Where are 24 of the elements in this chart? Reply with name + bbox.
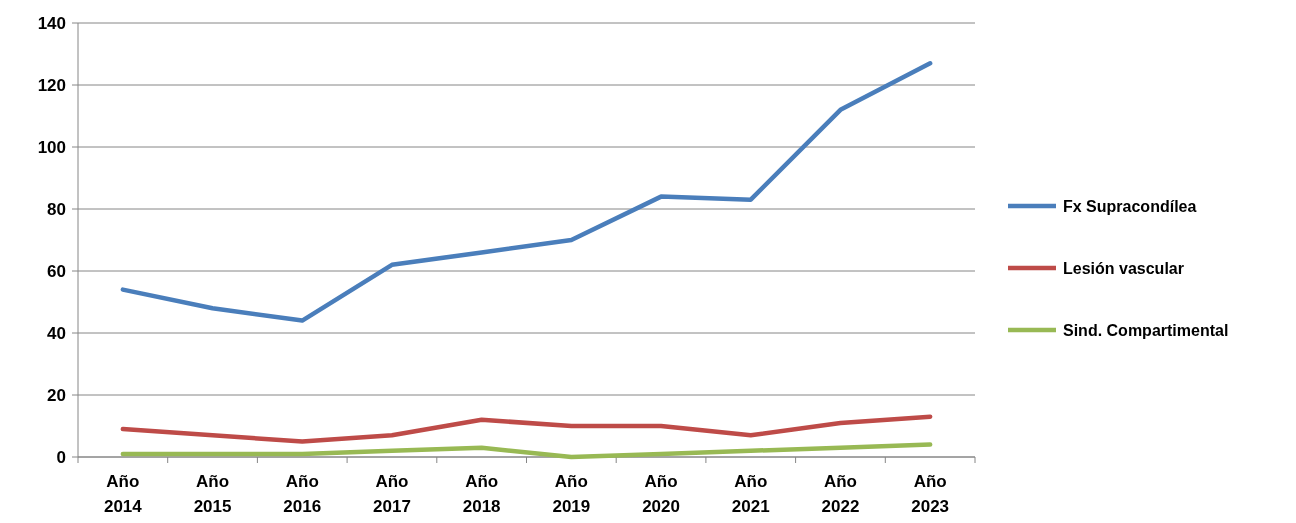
- legend-label: Fx Supracondílea: [1063, 197, 1197, 215]
- legend-label: Sind. Compartimental: [1063, 321, 1229, 339]
- y-tick-label: 20: [47, 385, 66, 405]
- x-tick-label: Año 2020: [642, 472, 680, 516]
- x-tick-label: Año 2019: [552, 472, 591, 516]
- line-series: [120, 414, 933, 444]
- x-tick-label: Año 2015: [193, 472, 232, 516]
- x-tick-label: Año 2023: [911, 472, 950, 516]
- x-tick-label: Año 2016: [283, 472, 322, 516]
- x-tick-label: Año 2018: [462, 472, 501, 516]
- x-tick-label: Año 2014: [103, 472, 143, 516]
- y-tick-label: 40: [47, 323, 66, 343]
- line-series: [120, 61, 933, 323]
- legend-label: Lesión vascular: [1063, 259, 1184, 277]
- y-tick-label: 120: [37, 75, 66, 95]
- y-tick-label: 0: [56, 447, 66, 467]
- x-tick-label: Año 2021: [731, 472, 770, 516]
- x-tick-label: Año 2017: [373, 472, 411, 516]
- line-series: [120, 442, 933, 460]
- x-tick-label: Año 2022: [821, 472, 860, 516]
- y-tick-label: 80: [47, 199, 66, 219]
- y-tick-label: 60: [47, 261, 66, 281]
- y-tick-label: 140: [37, 13, 66, 33]
- y-tick-label: 100: [37, 137, 66, 157]
